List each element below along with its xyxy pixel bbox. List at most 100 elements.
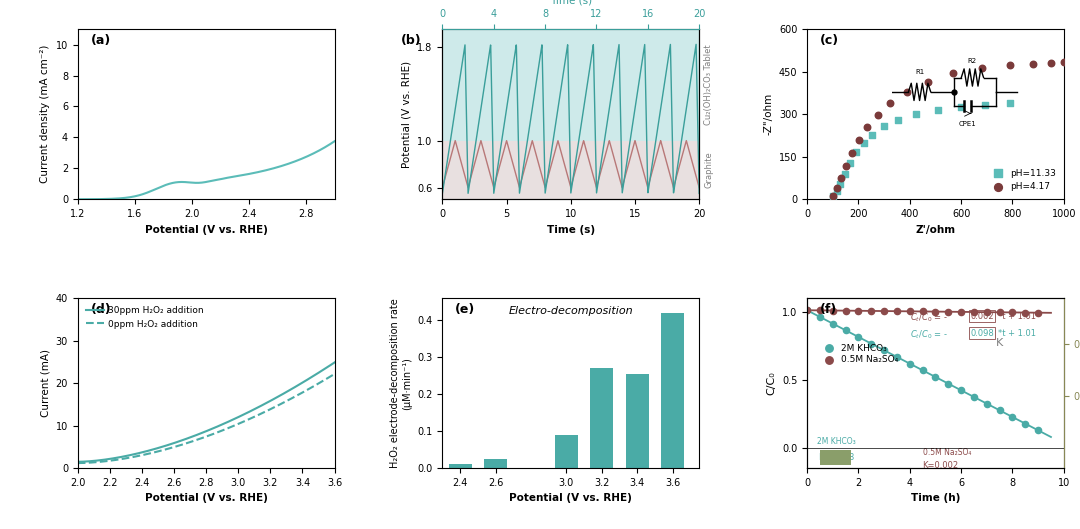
- 0ppm H₂O₂ addition: [211, 430, 224, 436]
- X-axis label: Time (h): Time (h): [910, 494, 960, 504]
- Bar: [484, 459, 507, 468]
- pH=11.33: [836, 169, 853, 178]
- Text: (a): (a): [91, 34, 111, 47]
- Bar: [448, 464, 472, 468]
- pH=4.17: [869, 111, 887, 119]
- pH=11.33: [855, 139, 873, 148]
- pH=11.33: [848, 148, 865, 157]
- 2M KHCO₃: [914, 366, 931, 375]
- Text: $C_t/C_0$ = -: $C_t/C_0$ = -: [909, 329, 948, 341]
- 0ppm H₂O₂ addition: [322, 375, 335, 381]
- 0.5M Na₂SO₄: [863, 307, 880, 315]
- 2M KHCO₃: [824, 320, 841, 328]
- pH=4.17: [850, 136, 867, 144]
- Text: (d): (d): [91, 303, 111, 316]
- pH=4.17: [973, 64, 990, 72]
- 0.5M Na₂SO₄: [876, 307, 893, 315]
- Text: K=0.098: K=0.098: [819, 453, 854, 462]
- 0.5M Na₂SO₄: [966, 308, 983, 316]
- Text: *t + 1.01: *t + 1.01: [998, 329, 1037, 338]
- 2M KHCO₃: [811, 313, 828, 321]
- pH=11.33: [841, 159, 859, 167]
- 0.5M Na₂SO₄: [991, 308, 1009, 316]
- Text: (b): (b): [402, 34, 422, 47]
- 2M KHCO₃: [798, 306, 815, 314]
- Y-axis label: Potential (V vs. RHE): Potential (V vs. RHE): [402, 61, 411, 168]
- 0.5M Na₂SO₄: [1016, 308, 1034, 317]
- pH=4.17: [899, 88, 916, 96]
- pH=4.17: [945, 69, 962, 77]
- Text: K: K: [996, 338, 1003, 348]
- pH=11.33: [828, 187, 846, 196]
- pH=4.17: [828, 184, 846, 193]
- 30ppm H₂O₂ addition: [211, 424, 224, 430]
- 0ppm H₂O₂ addition: [194, 435, 207, 442]
- Bar: [661, 313, 684, 468]
- X-axis label: Z'/ohm: Z'/ohm: [916, 224, 956, 234]
- pH=4.17: [1055, 58, 1072, 67]
- 0.5M Na₂SO₄: [837, 306, 854, 315]
- 30ppm H₂O₂ addition: [282, 388, 295, 394]
- pH=11.33: [907, 110, 924, 118]
- X-axis label: Potential (V vs. RHE): Potential (V vs. RHE): [510, 494, 632, 504]
- pH=11.33: [832, 179, 849, 188]
- Legend: 30ppm H₂O₂ addition, 0ppm H₂O₂ addition: 30ppm H₂O₂ addition, 0ppm H₂O₂ addition: [82, 303, 206, 332]
- Bar: [625, 374, 649, 468]
- 2M KHCO₃: [1029, 426, 1047, 434]
- 2M KHCO₃: [863, 340, 880, 348]
- 30ppm H₂O₂ addition: [322, 363, 335, 370]
- Text: 0.002: 0.002: [970, 312, 994, 321]
- pH=4.17: [824, 191, 841, 200]
- Legend: pH=11.33, pH=4.17: pH=11.33, pH=4.17: [985, 165, 1059, 195]
- pH=11.33: [824, 192, 841, 200]
- Text: $C_t/C_0$ = -: $C_t/C_0$ = -: [909, 312, 948, 324]
- 0ppm H₂O₂ addition: [225, 424, 238, 430]
- Bar: [443, 141, 699, 199]
- Y-axis label: -Z"/ohm: -Z"/ohm: [764, 93, 773, 135]
- 2M KHCO₃: [966, 393, 983, 401]
- Bar: [591, 368, 613, 468]
- 0.5M Na₂SO₄: [1003, 308, 1021, 317]
- 30ppm H₂O₂ addition: [225, 417, 238, 424]
- 0.5M Na₂SO₄: [811, 306, 828, 315]
- 30ppm H₂O₂ addition: [71, 459, 84, 465]
- Legend: 2M KHCO₃, 0.5M Na₂SO₄: 2M KHCO₃, 0.5M Na₂SO₄: [816, 340, 902, 368]
- pH=4.17: [859, 123, 876, 131]
- Y-axis label: Current (mA): Current (mA): [40, 349, 50, 417]
- X-axis label: Potential (V vs. RHE): Potential (V vs. RHE): [145, 494, 268, 504]
- 0.5M Na₂SO₄: [798, 306, 815, 314]
- Text: (c): (c): [820, 34, 839, 47]
- pH=4.17: [1001, 61, 1018, 69]
- 2M KHCO₃: [978, 399, 996, 408]
- 0.5M Na₂SO₄: [888, 307, 905, 315]
- 2M KHCO₃: [1016, 419, 1034, 428]
- Text: (f): (f): [820, 303, 837, 316]
- 0.5M Na₂SO₄: [953, 308, 970, 316]
- pH=11.33: [953, 103, 970, 111]
- 0.5M Na₂SO₄: [1029, 308, 1047, 317]
- pH=4.17: [843, 149, 861, 158]
- Text: 0.098: 0.098: [970, 329, 994, 338]
- Bar: [555, 435, 578, 468]
- Text: (e): (e): [456, 303, 475, 316]
- 0.5M Na₂SO₄: [850, 306, 867, 315]
- 0ppm H₂O₂ addition: [282, 397, 295, 403]
- pH=11.33: [976, 101, 994, 109]
- 0.5M Na₂SO₄: [927, 307, 944, 316]
- 0.5M Na₂SO₄: [901, 307, 918, 316]
- 2M KHCO₃: [837, 326, 854, 334]
- Text: K=0.002: K=0.002: [922, 461, 959, 470]
- 0.5M Na₂SO₄: [978, 308, 996, 316]
- 2M KHCO₃: [991, 406, 1009, 415]
- 2M KHCO₃: [1003, 413, 1021, 421]
- 2M KHCO₃: [953, 386, 970, 395]
- pH=4.17: [919, 77, 936, 86]
- 2M KHCO₃: [927, 373, 944, 381]
- 0ppm H₂O₂ addition: [71, 460, 84, 466]
- pH=4.17: [1024, 59, 1041, 68]
- pH=4.17: [1042, 59, 1059, 67]
- Text: *t + 1.01: *t + 1.01: [998, 312, 1037, 321]
- 2M KHCO₃: [850, 333, 867, 341]
- 30ppm H₂O₂ addition: [193, 431, 206, 437]
- Text: 0.5M Na₂SO₄: 0.5M Na₂SO₄: [922, 448, 971, 457]
